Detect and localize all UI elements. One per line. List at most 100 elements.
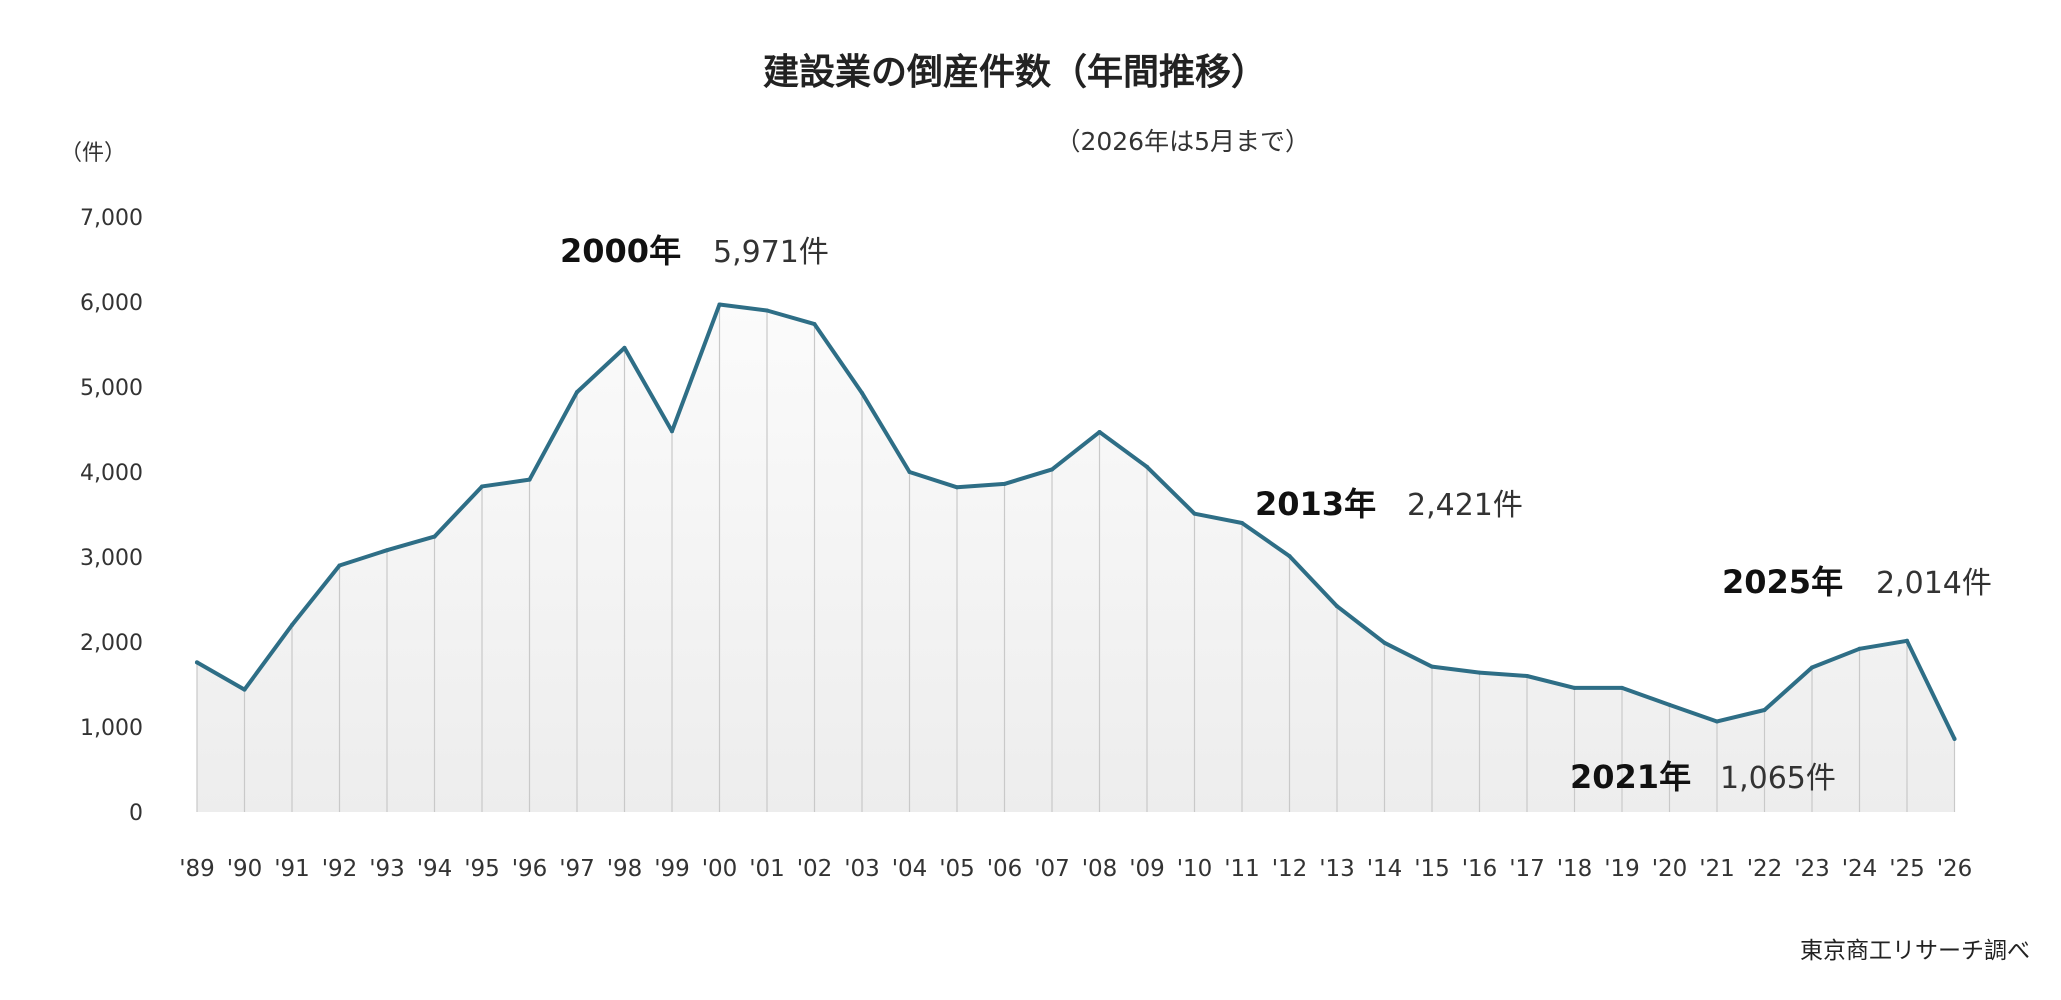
source-credit: 東京商工リサーチ調べ: [1800, 938, 2030, 964]
x-tick-label: '93: [369, 856, 405, 882]
x-tick-label: '90: [227, 856, 263, 882]
x-tick-label: '97: [559, 856, 595, 882]
data-point: [242, 687, 247, 692]
data-point: [812, 322, 817, 327]
data-point: [717, 302, 722, 307]
data-point: [907, 470, 912, 474]
x-tick-label: '01: [749, 856, 785, 882]
data-point: [1050, 467, 1054, 472]
annotation-year-label: 2000年: [560, 232, 681, 270]
data-point: [1192, 511, 1197, 516]
x-tick-label: '02: [797, 856, 833, 882]
x-tick-label: '95: [464, 856, 500, 882]
x-axis-ticks: '89 '90 '91 '92 '93 '94 '95 '96 '97 '98 '99 '00 '01 '…: [179, 856, 1972, 882]
data-point: [1715, 719, 1719, 724]
x-tick-label: '19: [1604, 856, 1640, 882]
annotation-year-label: 2025年: [1722, 563, 1843, 601]
y-axis-ticks: 0 1,000 2,000 3,000 4,000 5,000 6,000 7,000: [80, 206, 143, 826]
x-tick-label: '22: [1747, 856, 1783, 882]
x-tick-label: '08: [1082, 856, 1118, 882]
data-point: [622, 345, 627, 350]
data-point: [1762, 708, 1767, 712]
data-point: [1335, 604, 1339, 609]
data-point: [1667, 702, 1672, 707]
annotation-value-label: 2,014件: [1876, 566, 1992, 601]
y-tick-label: 7,000: [80, 206, 143, 231]
y-axis-unit: （件）: [60, 141, 126, 166]
series-polyline: [195, 302, 1957, 741]
data-point: [1620, 685, 1624, 690]
x-tick-label: '17: [1509, 856, 1545, 882]
data-point: [385, 548, 389, 553]
data-point: [1097, 430, 1102, 435]
x-tick-label: '23: [1794, 856, 1830, 882]
x-tick-label: '98: [607, 856, 643, 882]
y-tick-label: 4,000: [80, 461, 143, 486]
x-tick-label: '00: [702, 856, 738, 882]
annotation-year-label: 2013年: [1255, 485, 1376, 523]
data-point: [1857, 646, 1862, 651]
data-point: [1145, 464, 1149, 469]
data-point: [290, 623, 294, 627]
x-tick-label: '13: [1319, 856, 1355, 882]
data-point: [955, 485, 959, 490]
data-point: [1810, 665, 1814, 670]
data-point: [765, 308, 769, 313]
x-tick-label: '26: [1937, 856, 1973, 882]
data-point: [480, 484, 484, 489]
y-tick-label: 2,000: [80, 631, 143, 656]
x-tick-label: '09: [1129, 856, 1165, 882]
data-point: [860, 390, 864, 395]
x-tick-label: '24: [1842, 856, 1878, 882]
chart-title: 建設業の倒産件数（年間推移）: [763, 52, 1267, 93]
data-point: [432, 534, 437, 539]
x-tick-label: '10: [1177, 856, 1213, 882]
x-tick-label: '12: [1272, 856, 1308, 882]
x-tick-label: '06: [987, 856, 1023, 882]
data-point: [1952, 736, 1957, 741]
data-point: [1287, 554, 1292, 559]
x-tick-label: '07: [1034, 856, 1070, 882]
x-tick-label: '21: [1699, 856, 1735, 882]
y-tick-label: 5,000: [80, 376, 143, 401]
annotation-year-label: 2021年: [1570, 758, 1691, 796]
x-tick-label: '94: [417, 856, 453, 882]
data-point: [670, 429, 674, 434]
annotation-2000: 2000年 5,971件: [560, 232, 829, 270]
x-tick-label: '92: [322, 856, 358, 882]
x-tick-label: '89: [179, 856, 215, 882]
x-tick-label: '03: [844, 856, 880, 882]
x-tick-label: '99: [654, 856, 690, 882]
series-line: [195, 302, 1957, 741]
data-point: [1905, 638, 1909, 643]
x-tick-label: '96: [512, 856, 548, 882]
data-point: [1572, 685, 1577, 690]
x-tick-label: '18: [1557, 856, 1593, 882]
x-tick-label: '11: [1224, 856, 1260, 882]
area-shape: [197, 304, 1955, 812]
y-tick-label: 3,000: [80, 546, 143, 571]
annotation-2021: 2021年 1,065件: [1570, 758, 1836, 796]
x-tick-label: '15: [1414, 856, 1450, 882]
x-tick-label: '20: [1652, 856, 1688, 882]
x-tick-label: '25: [1889, 856, 1925, 882]
data-point: [1477, 670, 1482, 675]
annotation-value-label: 5,971件: [713, 235, 829, 270]
data-point: [575, 390, 579, 395]
data-point: [337, 563, 342, 568]
y-tick-label: 6,000: [80, 291, 143, 316]
y-tick-label: 1,000: [80, 716, 143, 741]
vertical-drop-lines: [196, 304, 1956, 812]
annotation-value-label: 2,421件: [1407, 488, 1523, 523]
area-fill: [197, 304, 1955, 812]
y-tick-label: 0: [129, 801, 143, 826]
annotation-2025: 2025年 2,014件: [1722, 563, 1992, 601]
data-point: [1382, 640, 1387, 645]
data-point: [1430, 664, 1434, 669]
data-point: [1240, 521, 1244, 525]
data-point: [1002, 481, 1007, 486]
data-point: [1525, 674, 1529, 678]
x-tick-label: '05: [939, 856, 975, 882]
x-tick-label: '16: [1462, 856, 1498, 882]
